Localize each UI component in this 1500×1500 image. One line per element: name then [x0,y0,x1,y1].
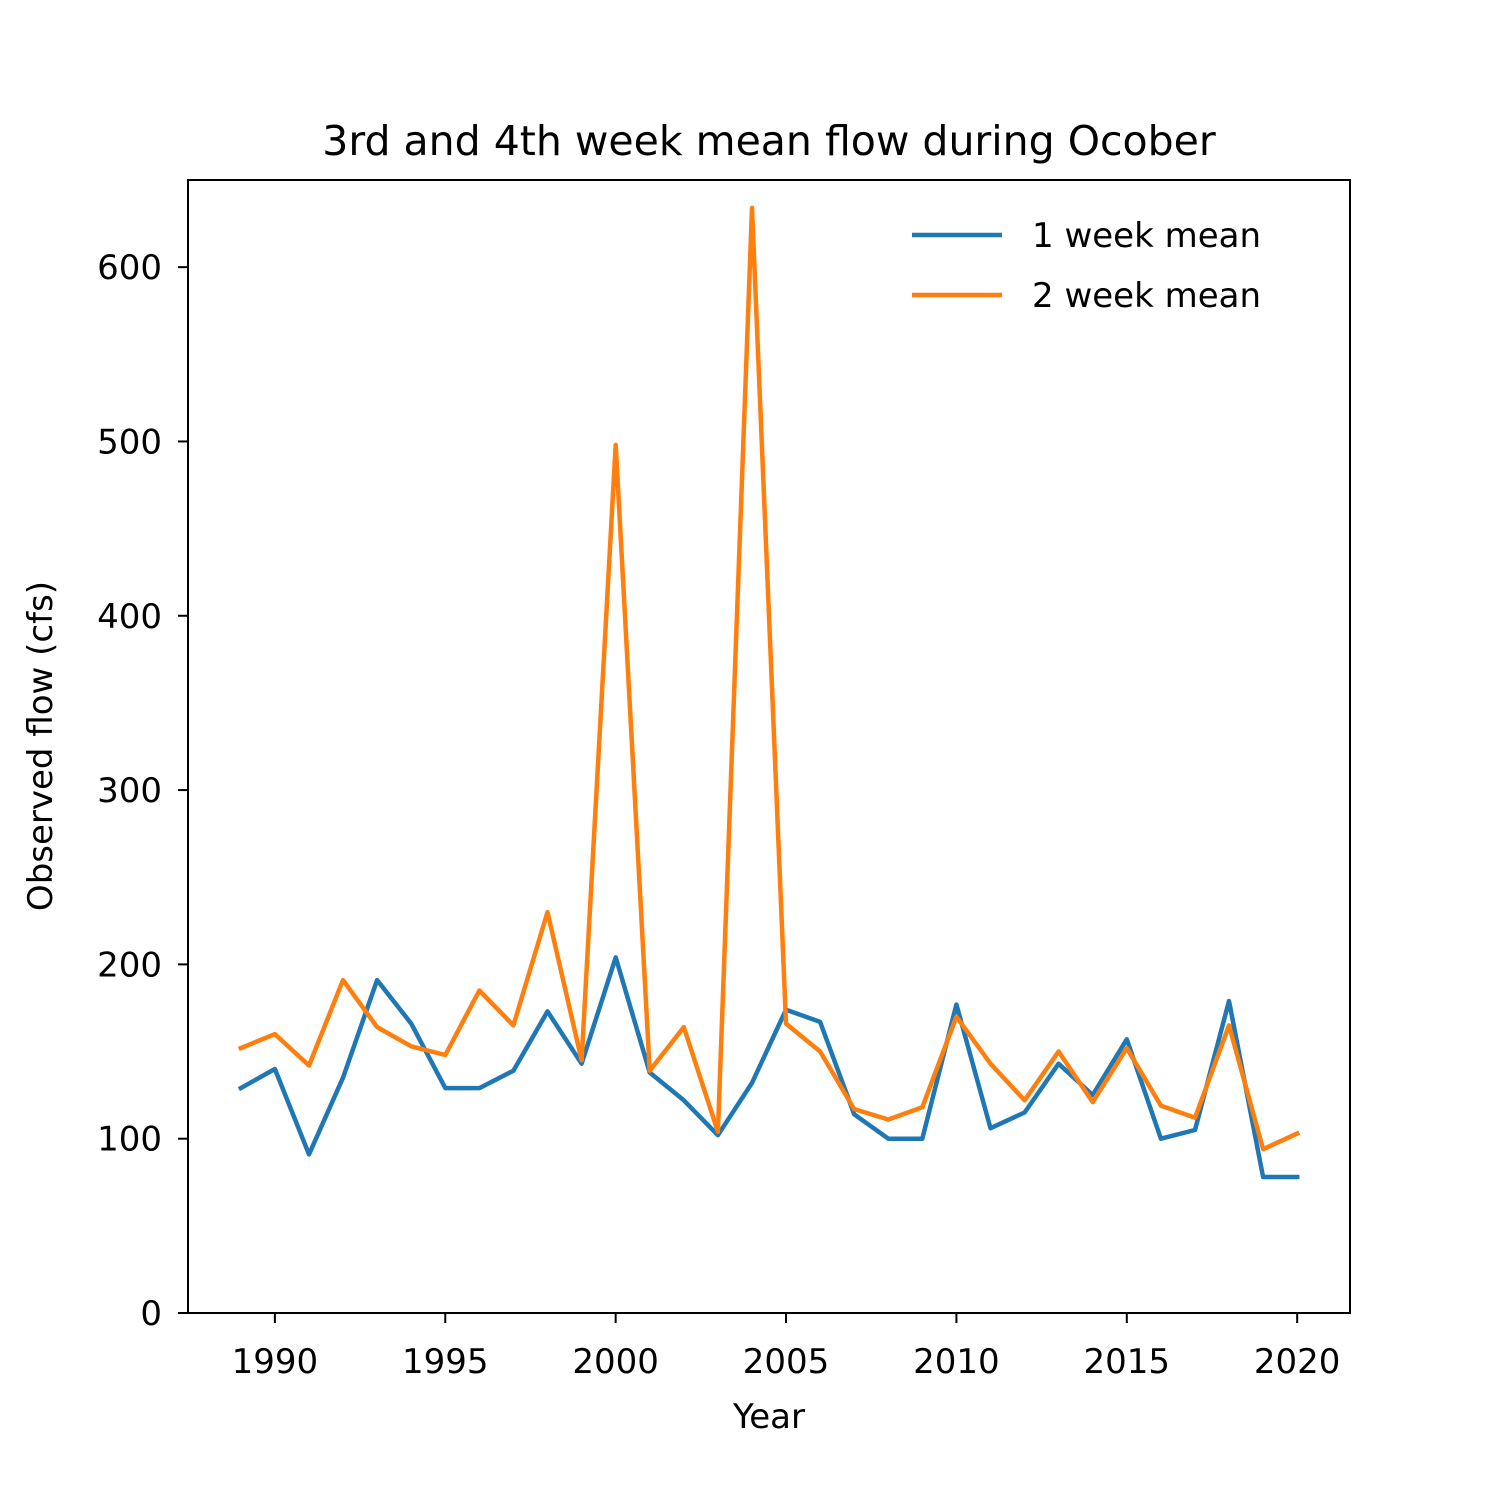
x-axis-label: Year [732,1397,805,1437]
series-lines [237,205,1301,1180]
x-tick-label: 2020 [1254,1342,1341,1382]
y-tick-label: 0 [140,1294,162,1334]
plot-frame [187,179,1351,1314]
series-line-1 [237,955,1300,1180]
x-tick-label: 1990 [232,1342,319,1382]
x-tick-label: 1995 [402,1342,489,1382]
y-tick-label: 100 [97,1120,162,1160]
x-tick-label: 2005 [743,1342,830,1382]
legend-label: 2 week mean [1032,276,1261,316]
legend: 1 week mean 2 week mean [912,216,1261,316]
y-tick-label: 300 [97,771,162,811]
y-axis-label: Observed flow (cfs) [21,581,61,911]
y-tick-label: 200 [97,945,162,985]
x-tick-label: 2010 [913,1342,1000,1382]
y-tick-label: 400 [97,597,162,637]
series-line-2 [237,205,1301,1152]
chart-title: 3rd and 4th week mean flow during Ocober [322,117,1216,165]
y-tick-label: 500 [97,422,162,462]
x-tick-label: 2000 [572,1342,659,1382]
x-tick-label: 2015 [1084,1342,1171,1382]
axes: 1990 1995 2000 2005 2010 2015 2020 0 100 200 300 40… [97,248,1340,1382]
y-tick-label: 600 [97,248,162,288]
legend-label: 1 week mean [1032,216,1261,256]
